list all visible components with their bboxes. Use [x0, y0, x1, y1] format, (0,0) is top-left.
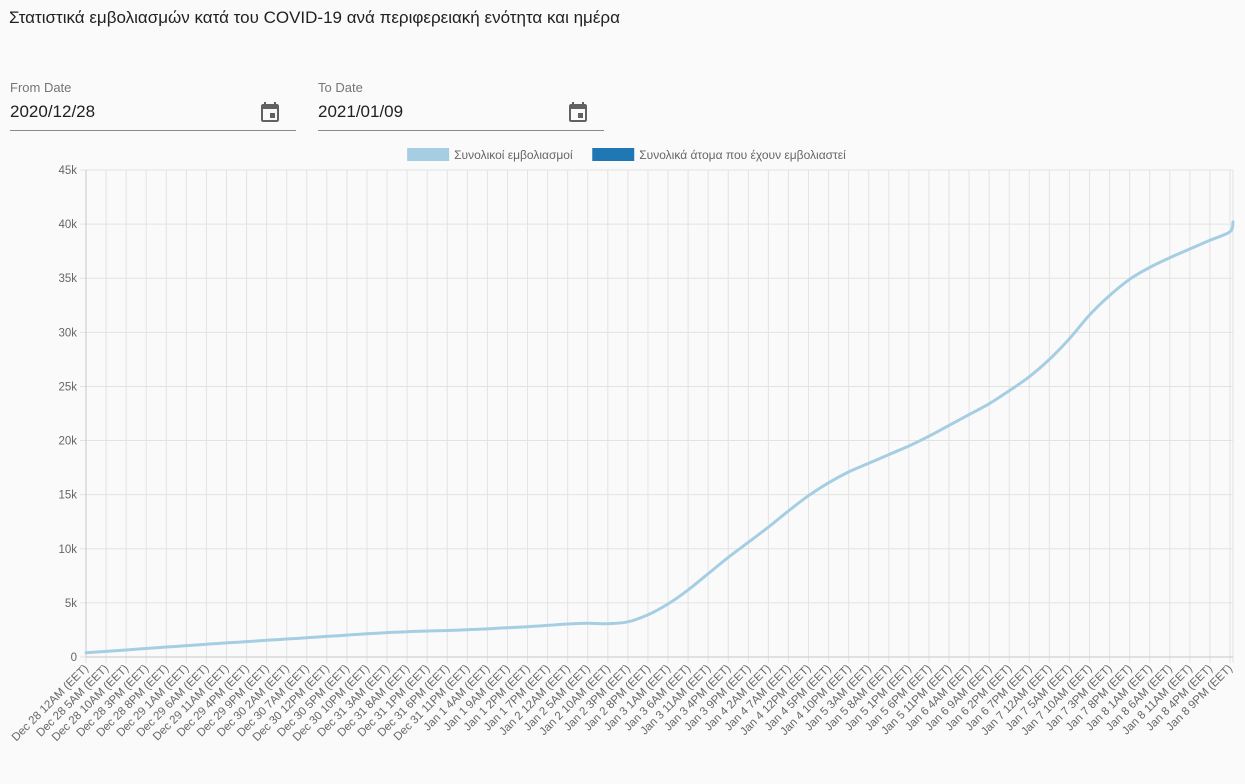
y-axis: 0 5k 10k 15k 20k 25k 30k 35k 40k 45k: [58, 165, 87, 664]
y-tick-label: 45k: [58, 165, 77, 177]
y-tick-label: 25k: [58, 381, 77, 393]
y-tick-label: 5k: [65, 598, 77, 610]
chart-grid: [80, 169, 1234, 663]
to-date-field[interactable]: To Date: [318, 80, 604, 131]
from-date-label: From Date: [10, 80, 72, 95]
legend-label: Συνολικά άτομα που έχουν εμβολιαστεί: [639, 148, 846, 162]
x-axis: Dec 28 12AM (EET)Dec 28 5AM (EET)Dec 28 …: [10, 656, 1235, 744]
y-tick-label: 35k: [58, 273, 77, 285]
series-line-0: [84, 220, 1235, 655]
calendar-icon[interactable]: [258, 101, 282, 125]
vaccination-line-chart: Συνολικοί εμβολιασμοί Συνολικά άτομα που …: [10, 148, 1235, 744]
y-tick-label: 10k: [58, 544, 77, 556]
from-date-field[interactable]: From Date: [10, 80, 296, 131]
legend-swatch: [592, 148, 635, 161]
y-tick-label: 15k: [58, 490, 77, 502]
to-date-input[interactable]: [318, 100, 558, 124]
y-tick-label: 0: [71, 652, 77, 664]
legend-label: Συνολικοί εμβολιασμοί: [454, 148, 573, 162]
chart-legend: Συνολικοί εμβολιασμοί Συνολικά άτομα που …: [407, 148, 846, 162]
chart-series: [84, 220, 1235, 655]
from-date-input[interactable]: [10, 100, 250, 124]
y-tick-label: 40k: [58, 219, 77, 231]
to-date-label: To Date: [318, 80, 363, 95]
y-tick-label: 20k: [58, 436, 77, 448]
calendar-icon[interactable]: [566, 101, 590, 125]
page-title: Στατιστικά εμβολιασμών κατά του COVID-19…: [9, 8, 620, 27]
series-line-1: [85, 221, 1234, 654]
y-tick-label: 30k: [58, 327, 77, 339]
legend-swatch: [407, 148, 450, 161]
